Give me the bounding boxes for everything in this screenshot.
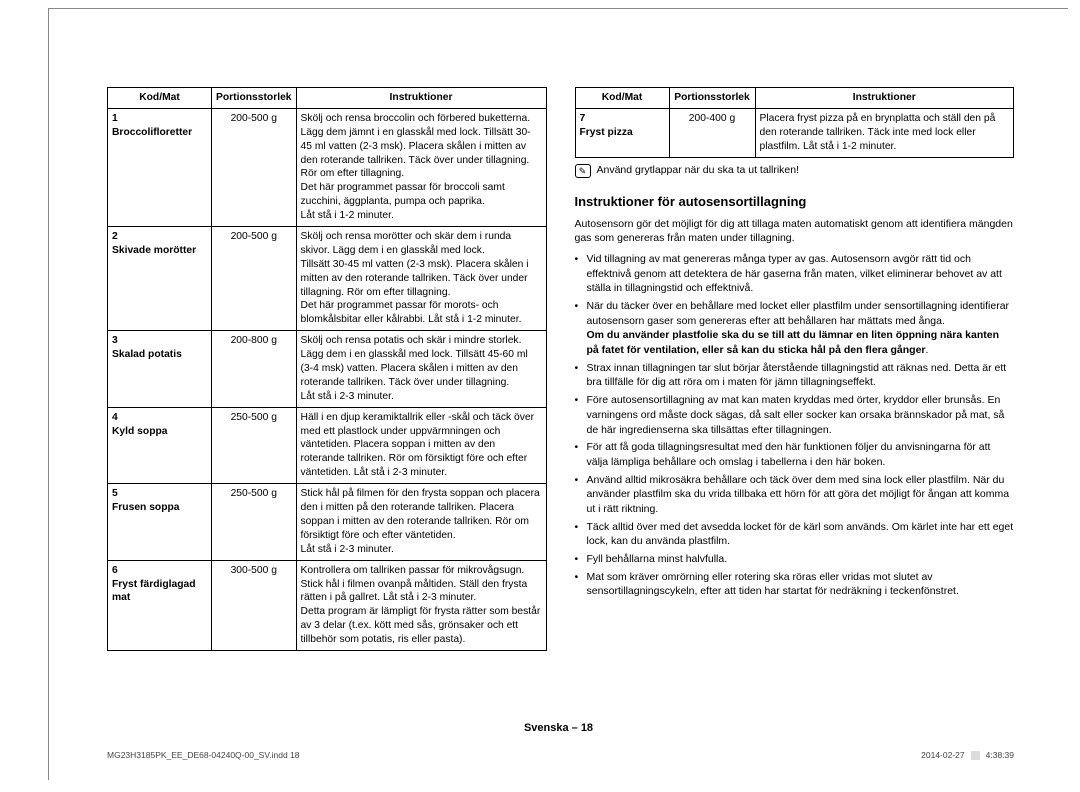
section-heading: Instruktioner för autosensortillagning xyxy=(575,194,1015,209)
bullet-item: Fyll behållarna minst halvfulla. xyxy=(575,552,1015,567)
bullet-item: När du täcker över en behållare med lock… xyxy=(575,299,1015,358)
table-row: 3Skalad potatis200-800 gSkölj och rensa … xyxy=(108,331,547,407)
bullet-list: Vid tillagning av mat genereras många ty… xyxy=(575,252,1015,599)
bullet-item: Strax innan tillagningen tar slut börjar… xyxy=(575,361,1015,390)
cell-code: 2Skivade morötter xyxy=(108,227,212,331)
process-color-icon xyxy=(971,751,980,760)
intro-para: Autosensorn gör det möjligt för dig att … xyxy=(575,217,1015,246)
cell-portion: 200-800 g xyxy=(212,331,297,407)
bullet-item: Vid tillagning av mat genereras många ty… xyxy=(575,252,1015,296)
cell-portion: 250-500 g xyxy=(212,407,297,483)
page-frame: Kod/Mat Portionsstorlek Instruktioner 1B… xyxy=(48,8,1068,780)
th-instr: Instruktioner xyxy=(296,88,546,109)
cell-instr: Skölj och rensa morötter och skär dem i … xyxy=(296,227,546,331)
footline-time: 4:38:39 xyxy=(986,750,1014,760)
bullet-item: Använd alltid mikrosäkra behållare och t… xyxy=(575,473,1015,517)
th-instr-r: Instruktioner xyxy=(755,88,1014,109)
left-column: Kod/Mat Portionsstorlek Instruktioner 1B… xyxy=(107,87,547,651)
cell-code: 7Fryst pizza xyxy=(575,108,669,157)
footline-date: 2014-02-27 xyxy=(921,750,964,760)
cell-instr: Kontrollera om tallriken passar för mikr… xyxy=(296,560,546,650)
cell-portion: 200-500 g xyxy=(212,108,297,226)
bullet-item: Mat som kräver omrörning eller rotering … xyxy=(575,570,1015,599)
right-column: Kod/Mat Portionsstorlek Instruktioner 7F… xyxy=(575,87,1015,651)
th-code-r: Kod/Mat xyxy=(575,88,669,109)
cell-code: 1Broccolifloretter xyxy=(108,108,212,226)
cell-code: 3Skalad potatis xyxy=(108,331,212,407)
cell-instr: Stick hål på filmen för den frysta soppa… xyxy=(296,484,546,560)
cooking-table-left: Kod/Mat Portionsstorlek Instruktioner 1B… xyxy=(107,87,547,651)
cell-portion: 300-500 g xyxy=(212,560,297,650)
cooking-table-right: Kod/Mat Portionsstorlek Instruktioner 7F… xyxy=(575,87,1015,158)
footer-page: 18 xyxy=(581,722,593,734)
cell-code: 4Kyld soppa xyxy=(108,407,212,483)
content-columns: Kod/Mat Portionsstorlek Instruktioner 1B… xyxy=(49,9,1068,651)
note-text: Använd grytlappar när du ska ta ut tallr… xyxy=(597,164,800,176)
footline-timestamp: 2014-02-27 4:38:39 xyxy=(921,750,1014,760)
footer-lang: Svenska – xyxy=(524,722,581,734)
bullet-item: Täck alltid över med det avsedda locket … xyxy=(575,520,1015,549)
cell-instr: Skölj och rensa broccolin och förbered b… xyxy=(296,108,546,226)
bullet-item: För att få goda tillagningsresultat med … xyxy=(575,440,1015,469)
cell-instr: Placera fryst pizza på en brynplatta och… xyxy=(755,108,1014,157)
cell-portion: 250-500 g xyxy=(212,484,297,560)
cell-instr: Skölj och rensa potatis och skär i mindr… xyxy=(296,331,546,407)
th-portion: Portionsstorlek xyxy=(212,88,297,109)
table-row: 6Fryst färdiglagad mat300-500 gKontrolle… xyxy=(108,560,547,650)
note-icon: ✎ xyxy=(575,164,591,178)
cell-code: 6Fryst färdiglagad mat xyxy=(108,560,212,650)
footline-file: MG23H3185PK_EE_DE68-04240Q-00_SV.indd 18 xyxy=(107,750,300,760)
cell-instr: Häll i en djup keramiktallrik eller -skå… xyxy=(296,407,546,483)
cell-portion: 200-500 g xyxy=(212,227,297,331)
bullet-item: Före autosensortillagning av mat kan mat… xyxy=(575,393,1015,437)
table-row: 2Skivade morötter200-500 gSkölj och rens… xyxy=(108,227,547,331)
footline: MG23H3185PK_EE_DE68-04240Q-00_SV.indd 18… xyxy=(107,750,1014,760)
cell-portion: 200-400 g xyxy=(669,108,755,157)
table-row: 7Fryst pizza200-400 gPlacera fryst pizza… xyxy=(575,108,1014,157)
table-row: 5Frusen soppa250-500 gStick hål på filme… xyxy=(108,484,547,560)
th-portion-r: Portionsstorlek xyxy=(669,88,755,109)
table-row: 4Kyld soppa250-500 gHäll i en djup keram… xyxy=(108,407,547,483)
note-row: ✎ Använd grytlappar när du ska ta ut tal… xyxy=(575,164,1015,178)
table-row: 1Broccolifloretter200-500 gSkölj och ren… xyxy=(108,108,547,226)
th-code: Kod/Mat xyxy=(108,88,212,109)
cell-code: 5Frusen soppa xyxy=(108,484,212,560)
page-footer: Svenska – 18 xyxy=(49,722,1068,734)
